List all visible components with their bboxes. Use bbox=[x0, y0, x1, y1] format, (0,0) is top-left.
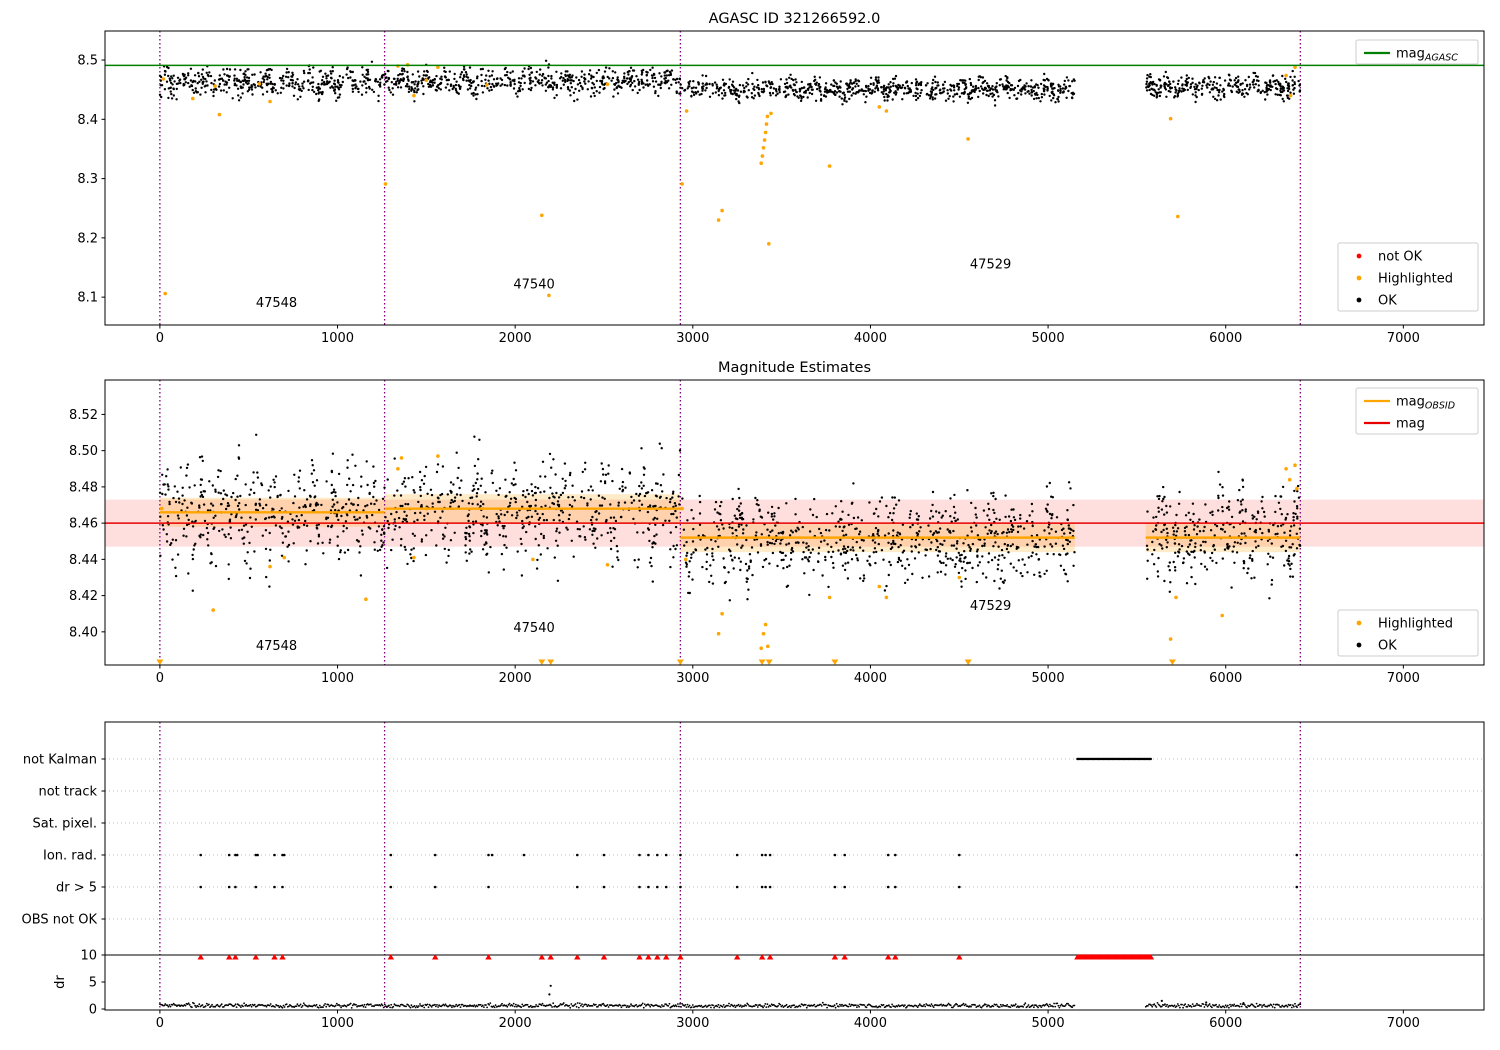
x-tick-label: 3000 bbox=[676, 331, 709, 346]
x-tick-label: 4000 bbox=[854, 671, 887, 686]
x-tick-label: 4000 bbox=[854, 331, 887, 346]
legend-box bbox=[1337, 609, 1479, 657]
x-tick-label: 4000 bbox=[854, 1016, 887, 1031]
x-tick-label: 0 bbox=[156, 671, 164, 686]
category-label: Ion. rad. bbox=[43, 849, 97, 864]
dr-exceed-markers bbox=[197, 954, 1155, 960]
x-tick-label: 6000 bbox=[1209, 671, 1242, 686]
panel-flags: not Kalman not track Sat. pixel. Ion. rad. d… bbox=[22, 721, 1485, 1031]
axes-box bbox=[104, 30, 1485, 326]
y-tick-label: 8.5 bbox=[77, 54, 98, 69]
dr-axis-label: dr bbox=[53, 975, 68, 989]
x-tick-label: 0 bbox=[156, 331, 164, 346]
svg-text:magOBSID: magOBSID bbox=[1396, 395, 1455, 412]
category-label: dr > 5 bbox=[56, 881, 97, 896]
ok-points bbox=[158, 433, 1302, 602]
y-tick-label: 8.40 bbox=[69, 625, 98, 640]
y-tick-label: 8.3 bbox=[77, 172, 98, 187]
x-tick-label: 0 bbox=[156, 1016, 164, 1031]
panel-title: Magnitude Estimates bbox=[718, 360, 871, 376]
legend-box bbox=[1337, 242, 1479, 312]
x-tick-label: 5000 bbox=[1032, 671, 1065, 686]
obsid-annotation: 47540 bbox=[513, 621, 554, 636]
svg-text:not OK: not OK bbox=[1378, 250, 1423, 265]
clipped-low-markers bbox=[156, 659, 1176, 665]
y-tick-label: 8.4 bbox=[77, 113, 98, 128]
x-tick-label: 7000 bbox=[1387, 331, 1420, 346]
highlighted-points bbox=[161, 63, 1297, 298]
svg-text:OK: OK bbox=[1378, 639, 1397, 654]
obsid-annotation: 47540 bbox=[513, 277, 554, 292]
panel-estimates: 47548 47540 47529 8.40 8.42 8.44 8.46 8.48 8.50 8… bbox=[69, 360, 1485, 686]
y-tick-label: 8.52 bbox=[69, 408, 98, 423]
x-tick-label: 3000 bbox=[676, 1016, 709, 1031]
svg-text:mag: mag bbox=[1396, 417, 1425, 432]
y-tick-label: 8.46 bbox=[69, 517, 98, 532]
axes-box bbox=[104, 721, 1485, 1011]
x-tick-label: 2000 bbox=[499, 1016, 532, 1031]
legend-box bbox=[1355, 39, 1479, 65]
x-tick-label: 6000 bbox=[1209, 331, 1242, 346]
category-label: OBS not OK bbox=[22, 913, 98, 928]
flag-points bbox=[199, 757, 1299, 889]
obsid-annotation: 47529 bbox=[970, 599, 1011, 614]
x-tick-label: 3000 bbox=[676, 671, 709, 686]
x-tick-label: 6000 bbox=[1209, 1016, 1242, 1031]
x-tick-label: 2000 bbox=[499, 331, 532, 346]
x-tick-label: 1000 bbox=[321, 331, 354, 346]
dr-tick-label: 10 bbox=[80, 949, 97, 964]
y-tick-label: 8.44 bbox=[69, 553, 98, 568]
y-tick-label: 8.50 bbox=[69, 444, 98, 459]
x-tick-label: 7000 bbox=[1387, 671, 1420, 686]
category-label: Sat. pixel. bbox=[33, 817, 97, 832]
obsid-annotation: 47548 bbox=[256, 296, 297, 311]
category-label: not track bbox=[38, 785, 97, 800]
axes-box bbox=[104, 379, 1485, 666]
category-label: not Kalman bbox=[23, 753, 97, 768]
dr-trace bbox=[159, 984, 1302, 1009]
x-tick-label: 1000 bbox=[321, 1016, 354, 1031]
svg-text:Highlighted: Highlighted bbox=[1378, 272, 1453, 287]
x-tick-label: 1000 bbox=[321, 671, 354, 686]
x-tick-label: 7000 bbox=[1387, 1016, 1420, 1031]
dr-tick-label: 5 bbox=[89, 976, 97, 991]
ok-points bbox=[158, 59, 1302, 107]
obsid-annotation: 47529 bbox=[970, 258, 1011, 273]
svg-text:magAGASC: magAGASC bbox=[1396, 47, 1458, 64]
y-tick-label: 8.48 bbox=[69, 480, 98, 495]
x-tick-label: 2000 bbox=[499, 671, 532, 686]
obsid-annotation: 47548 bbox=[256, 639, 297, 654]
dr-tick-label: 0 bbox=[89, 1003, 97, 1018]
panel-agasc: 47548 47540 47529 8.1 8.2 8.3 8.4 8.5 0 1000 2000 3… bbox=[77, 11, 1485, 346]
y-tick-label: 8.42 bbox=[69, 589, 98, 604]
svg-text:Highlighted: Highlighted bbox=[1378, 617, 1453, 632]
x-tick-label: 5000 bbox=[1032, 331, 1065, 346]
y-tick-label: 8.2 bbox=[77, 231, 98, 246]
panel-title: AGASC ID 321266592.0 bbox=[709, 11, 881, 27]
svg-text:OK: OK bbox=[1378, 294, 1397, 309]
x-tick-label: 5000 bbox=[1032, 1016, 1065, 1031]
y-tick-label: 8.1 bbox=[77, 291, 98, 306]
